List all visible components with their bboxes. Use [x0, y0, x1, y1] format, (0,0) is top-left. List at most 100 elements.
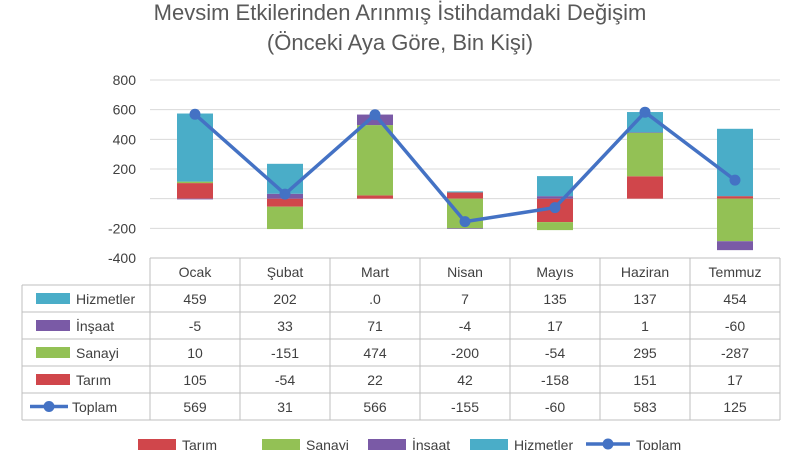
- gridlines: [150, 79, 780, 259]
- table-key-sanayi: [36, 347, 70, 358]
- table-cell: 583: [633, 399, 657, 415]
- legend: Tarım Sanayi İnşaat Hizmetler Toplam: [138, 436, 681, 450]
- table-row-label: İnşaat: [76, 317, 114, 334]
- table-row-label: Toplam: [72, 399, 117, 415]
- table-cell: -5: [189, 318, 202, 334]
- x-tick-label: Mart: [361, 264, 389, 280]
- bar-insaat-4: [447, 228, 483, 229]
- bar-sanayi-5: [537, 222, 573, 231]
- table-cell: 151: [633, 372, 657, 388]
- table-cell: 459: [183, 291, 207, 307]
- table-cell: 454: [723, 291, 747, 307]
- table-cell: 125: [723, 399, 747, 415]
- x-tick-label: Mayıs: [536, 264, 573, 280]
- bar-tarim-7: [717, 196, 753, 199]
- toplam-point-2: [279, 188, 291, 200]
- table-cell: -4: [459, 318, 472, 334]
- table-cell: 10: [187, 345, 203, 361]
- bar-sanayi-3: [357, 125, 393, 196]
- toplam-point-7: [729, 174, 741, 186]
- y-tick-label: 400: [113, 131, 137, 147]
- toplam-point-3: [369, 109, 381, 121]
- x-tick-label: Temmuz: [709, 264, 762, 280]
- bar-hizmetler-7: [717, 128, 753, 197]
- table-cell: 474: [363, 345, 387, 361]
- table-cell: .0: [369, 291, 381, 307]
- chart-title: Mevsim Etkilerinden Arınmış İstihdamdaki…: [154, 0, 647, 25]
- table-cell: 7: [461, 291, 469, 307]
- table-cell: 137: [633, 291, 657, 307]
- table-key-marker: [43, 401, 55, 412]
- legend-key-marker: [602, 438, 614, 450]
- table-cell: 566: [363, 399, 387, 415]
- toplam-point-4: [459, 216, 471, 228]
- legend-label-tarim: Tarım: [182, 437, 217, 450]
- table-cell: 295: [633, 345, 657, 361]
- table-cell: -54: [545, 345, 565, 361]
- x-tick-label: Ocak: [179, 264, 213, 280]
- bar-sanayi-7: [717, 198, 753, 242]
- bar-insaat-1: [177, 198, 213, 200]
- toplam-point-6: [639, 106, 651, 118]
- table-cell: 105: [183, 372, 207, 388]
- table-cell: 1: [641, 318, 649, 334]
- table-cell: 17: [547, 318, 563, 334]
- bar-sanayi-1: [177, 181, 213, 184]
- bar-insaat-6: [627, 132, 663, 133]
- bar-hizmetler-5: [537, 176, 573, 197]
- y-tick-label: 600: [113, 102, 137, 118]
- table-cell: -60: [545, 399, 565, 415]
- table-cell: -151: [271, 345, 299, 361]
- stacked-bars: [177, 112, 753, 251]
- bar-tarim-6: [627, 176, 663, 199]
- table-key-insaat: [36, 320, 70, 331]
- table-cell: -60: [725, 318, 745, 334]
- toplam-line: [189, 106, 741, 228]
- table-cell: 71: [367, 318, 383, 334]
- table-cell: 202: [273, 291, 297, 307]
- table-cell: 17: [727, 372, 743, 388]
- table-cell: -287: [721, 345, 749, 361]
- y-tick-label: 200: [113, 161, 137, 177]
- bar-sanayi-6: [627, 132, 663, 177]
- toplam-point-1: [189, 108, 201, 120]
- y-axis-ticks: 800 600 400 200 -200 -400: [108, 72, 136, 266]
- table-key-hizmetler: [36, 293, 70, 304]
- toplam-point-5: [549, 202, 561, 214]
- table-key-tarim: [36, 374, 70, 385]
- y-tick-label: -400: [108, 250, 136, 266]
- table-cell: 42: [457, 372, 473, 388]
- legend-label-insaat: İnşaat: [412, 436, 450, 450]
- table-row-label: Hizmetler: [76, 291, 135, 307]
- table-cell: -54: [275, 372, 295, 388]
- table-cell: 135: [543, 291, 567, 307]
- bar-tarim-4: [447, 192, 483, 199]
- x-tick-label: Şubat: [267, 264, 304, 280]
- x-tick-label: Nisan: [447, 264, 483, 280]
- y-tick-label: 800: [113, 72, 137, 88]
- bar-insaat-5: [537, 196, 573, 199]
- bar-tarim-3: [357, 195, 393, 199]
- data-table: Ocak Şubat Mart Nisan Mayıs Haziran Temmuz Hizm…: [21, 257, 781, 421]
- legend-label-hizmetler: Hizmetler: [514, 437, 573, 450]
- legend-label-toplam: Toplam: [636, 437, 681, 450]
- bar-sanayi-2: [267, 206, 303, 230]
- table-cell: -200: [451, 345, 479, 361]
- bar-hizmetler-4: [447, 191, 483, 193]
- x-tick-label: Haziran: [621, 264, 669, 280]
- table-row-label: Sanayi: [76, 345, 119, 361]
- legend-label-sanayi: Sanayi: [306, 437, 349, 450]
- y-tick-label: -200: [108, 220, 136, 236]
- table-cell: 22: [367, 372, 383, 388]
- bar-tarim-1: [177, 183, 213, 199]
- bar-insaat-7: [717, 241, 753, 251]
- table-cell: 569: [183, 399, 207, 415]
- table-cell: 31: [277, 399, 293, 415]
- legend-key-tarim: [138, 439, 176, 450]
- table-cell: -158: [541, 372, 569, 388]
- legend-key-insaat: [368, 439, 406, 450]
- legend-key-sanayi: [262, 439, 300, 450]
- legend-key-hizmetler: [470, 439, 508, 450]
- chart-subtitle: (Önceki Aya Göre, Bin Kişi): [267, 30, 533, 55]
